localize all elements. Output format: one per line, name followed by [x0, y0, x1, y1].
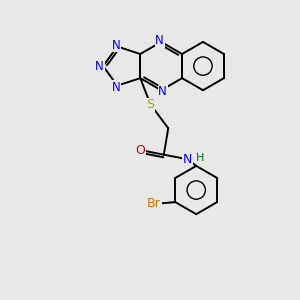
Text: N: N [183, 153, 192, 166]
Text: Br: Br [147, 197, 161, 210]
Text: O: O [135, 144, 145, 157]
Text: N: N [112, 81, 120, 94]
Text: S: S [147, 98, 154, 111]
Text: H: H [196, 153, 205, 163]
Text: N: N [155, 34, 164, 47]
Text: N: N [158, 85, 167, 98]
Text: N: N [112, 39, 120, 52]
Text: N: N [95, 60, 104, 73]
